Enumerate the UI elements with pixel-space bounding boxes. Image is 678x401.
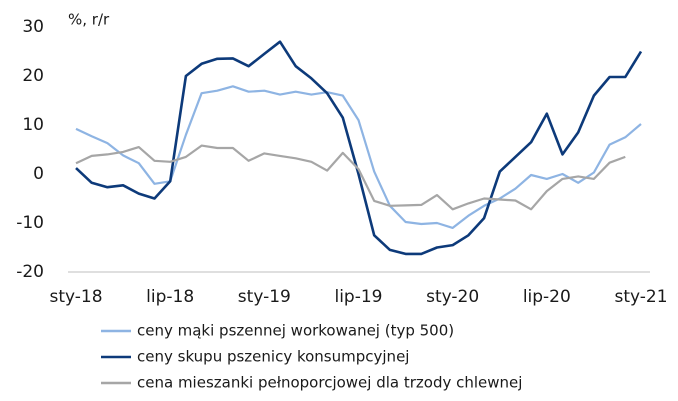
y-tick-label: 20 [22,66,44,86]
x-tick-label: lip-18 [146,287,194,307]
legend-label: cena mieszanki pełnoporcjowej dla trzody… [137,374,522,392]
y-tick-label: 10 [22,115,44,135]
y-tick-label: 0 [33,164,44,184]
series-line [75,85,642,229]
series-line [75,144,626,211]
x-tick-label: sty-18 [49,287,102,307]
series-line [75,40,643,256]
y-tick-label: -10 [16,213,44,233]
legend-label: ceny skupu pszenicy konsumpcyjnej [137,348,409,366]
legend-label: ceny mąki pszennej workowanej (typ 500) [137,322,454,340]
x-tick-label: lip-20 [523,287,571,307]
x-tick-label: sty-20 [426,287,479,307]
x-tick-label: lip-19 [334,287,382,307]
y-tick-label: -20 [16,262,44,282]
x-tick-label: sty-19 [238,287,291,307]
y-unit: %, r/r [68,11,110,29]
y-tick-label: 30 [22,17,44,37]
x-tick-label: sty-21 [614,287,667,307]
